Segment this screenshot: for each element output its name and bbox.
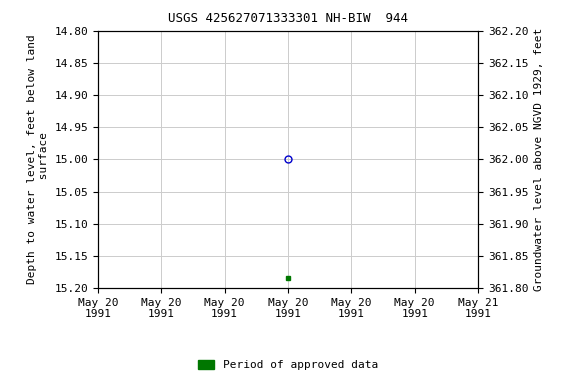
Legend: Period of approved data: Period of approved data — [193, 356, 383, 375]
Y-axis label: Groundwater level above NGVD 1929, feet: Groundwater level above NGVD 1929, feet — [534, 28, 544, 291]
Title: USGS 425627071333301 NH-BIW  944: USGS 425627071333301 NH-BIW 944 — [168, 12, 408, 25]
Y-axis label: Depth to water level, feet below land
 surface: Depth to water level, feet below land su… — [27, 35, 49, 284]
